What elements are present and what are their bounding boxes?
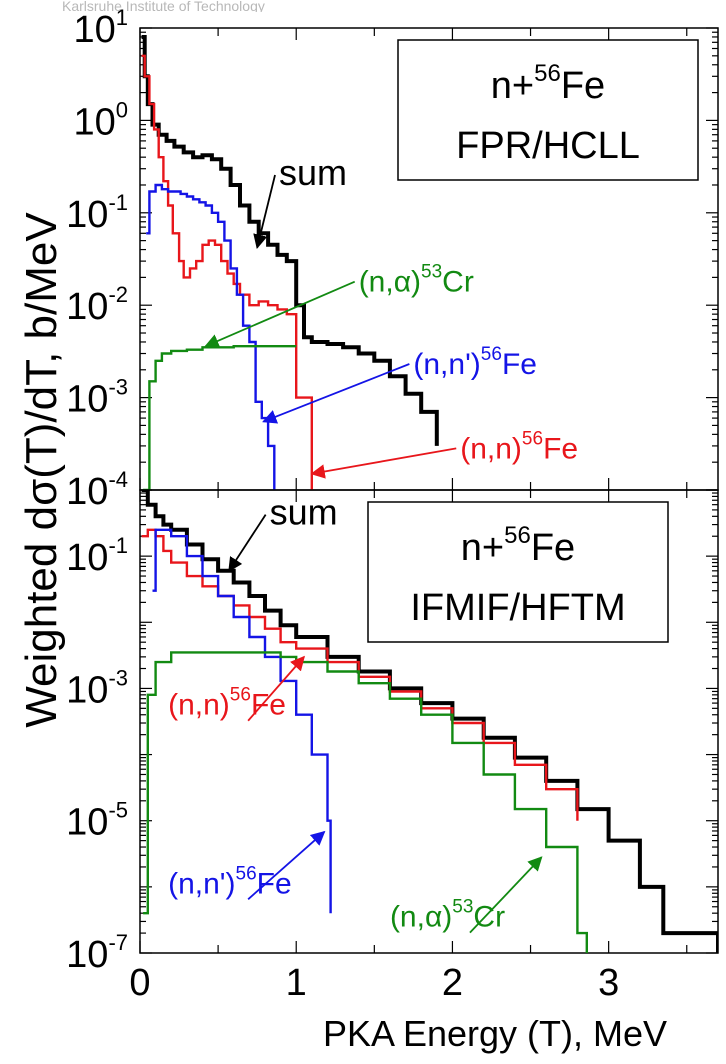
reaction-box-line2: FPR/HCLL bbox=[456, 125, 640, 167]
annotation-arrow bbox=[262, 363, 410, 424]
series-line-alpha bbox=[143, 345, 297, 490]
annotation-arrow bbox=[247, 830, 326, 900]
y-tick-label: 10-1 bbox=[66, 533, 128, 579]
y-tick-label: 10-7 bbox=[66, 930, 128, 976]
y-tick-label: 10-3 bbox=[66, 665, 128, 711]
series-line-alpha bbox=[143, 651, 588, 953]
series-line-elastic bbox=[141, 54, 313, 490]
annotation-label: (n,n')56Fe bbox=[413, 344, 537, 381]
series-line-inelastic bbox=[152, 528, 332, 914]
reaction-box-line2: IFMIF/HFTM bbox=[410, 587, 625, 629]
watermark-text: Karlsruhe Institute of Technology bbox=[62, 0, 265, 12]
annotation-label: (n,α)53Cr bbox=[390, 897, 505, 934]
series-line-sum bbox=[141, 35, 439, 446]
annotation-label: sum bbox=[270, 492, 338, 533]
x-axis-label: PKA Energy (T), MeV bbox=[323, 1013, 667, 1054]
x-tick-label: 3 bbox=[598, 962, 619, 1004]
annotation-arrow bbox=[204, 280, 356, 348]
y-tick-label: 100 bbox=[73, 97, 128, 143]
x-tick-label: 1 bbox=[286, 962, 307, 1004]
annotation-label: (n,n)56Fe bbox=[168, 685, 286, 722]
x-tick-label: 2 bbox=[442, 962, 463, 1004]
series-line-sum bbox=[141, 490, 718, 953]
panel-bottom: 10-1 10-3 10-5 10-70 1 2 3 n+56Fe IFMIF/HFTM sum (… bbox=[66, 489, 719, 1004]
reaction-box-line1: n+56Fe bbox=[461, 522, 575, 569]
y-tick-label: 10-4 bbox=[66, 467, 128, 513]
plot-frame bbox=[139, 489, 719, 954]
annotation-label: (n,α)53Cr bbox=[359, 262, 474, 299]
panel-top: 101 100 10-1 10-2 10-3 10-4 n+56Fe FPR/HCLL sum (… bbox=[66, 5, 719, 513]
reaction-box bbox=[367, 501, 669, 643]
y-tick-label: 101 bbox=[73, 5, 128, 51]
annotation-label: (n,n')56Fe bbox=[168, 863, 292, 900]
annotation-label: (n,n)56Fe bbox=[460, 428, 578, 465]
y-tick-label: 10-1 bbox=[66, 190, 128, 236]
reaction-box bbox=[397, 39, 699, 181]
annotation-arrow bbox=[310, 447, 457, 479]
annotation-arrow bbox=[253, 174, 276, 250]
y-tick-label: 10-3 bbox=[66, 375, 128, 421]
annotation-label: sum bbox=[279, 152, 347, 193]
reaction-box-line1: n+56Fe bbox=[491, 60, 605, 107]
annotation-arrow bbox=[469, 856, 543, 934]
series-line-elastic bbox=[141, 528, 579, 821]
annotation-arrow bbox=[228, 514, 267, 573]
series-line-inelastic bbox=[146, 183, 276, 490]
x-tick-label: 0 bbox=[129, 962, 150, 1004]
y-tick-label: 10-2 bbox=[66, 282, 128, 328]
y-axis-label: Weighted dσ(T)/dT, b/MeV bbox=[17, 212, 66, 728]
annotation-arrow bbox=[247, 655, 305, 722]
y-tick-label: 10-5 bbox=[66, 798, 128, 844]
